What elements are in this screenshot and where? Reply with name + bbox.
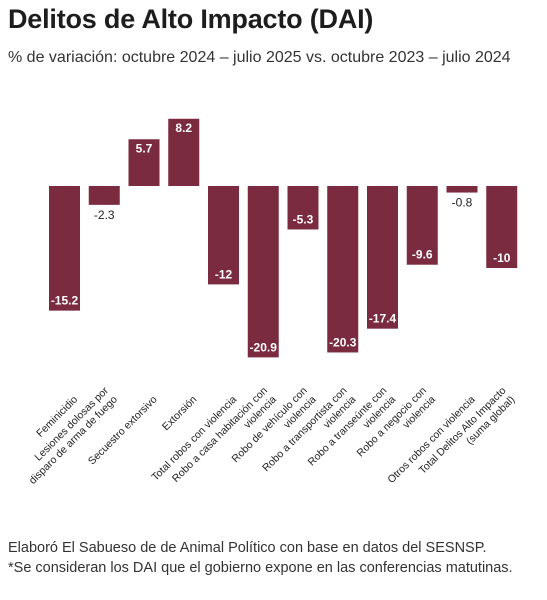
data-label: -10: [493, 251, 511, 265]
bar: [406, 186, 438, 265]
data-label: -2.3: [94, 208, 115, 222]
chart-subtitle: % de variación: octubre 2024 – julio 202…: [8, 49, 511, 66]
chart-notes: Elaboró El Sabueso de de Animal Político…: [8, 538, 540, 578]
bar: [327, 186, 359, 353]
bar: [208, 186, 239, 285]
bar: [88, 186, 120, 205]
tick-label: Extorsión: [160, 394, 200, 434]
bar: [367, 186, 398, 329]
data-label: -5.3: [293, 212, 314, 226]
data-label: 8.2: [175, 121, 192, 135]
data-label: -0.8: [452, 196, 473, 210]
data-label: -17.4: [369, 312, 397, 326]
bar: [446, 186, 478, 193]
bar: [247, 186, 279, 358]
bar: [128, 139, 160, 186]
data-label: -20.9: [250, 340, 278, 354]
source-note: Elaboró El Sabueso de de Animal Político…: [8, 540, 487, 556]
data-label: -20.3: [329, 335, 357, 349]
footnote: *Se consideran los DAI que el gobierno e…: [8, 560, 513, 576]
data-label: -9.6: [412, 248, 433, 262]
data-label: -15.2: [51, 294, 79, 308]
bar: [486, 186, 518, 268]
bar: [168, 118, 200, 186]
chart-title: Delitos de Alto Impacto (DAI): [8, 4, 374, 34]
bar: [287, 186, 319, 230]
bar: [49, 186, 80, 311]
data-label: -12: [215, 267, 233, 281]
data-label: 5.7: [136, 141, 153, 155]
